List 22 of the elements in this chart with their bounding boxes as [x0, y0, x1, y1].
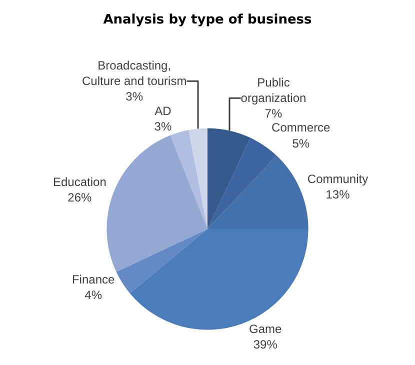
- data-label: 4%: [84, 288, 102, 302]
- pie-slice: [170, 130, 208, 229]
- data-label: 26%: [68, 190, 92, 205]
- slice-label: Education: [53, 175, 106, 190]
- data-label: 3%: [154, 119, 172, 134]
- pie-slice: [208, 128, 250, 229]
- pie-slice: [106, 135, 208, 272]
- data-label: 7%: [264, 106, 282, 121]
- slice-label: Community: [307, 172, 368, 186]
- data-label: 5%: [292, 136, 310, 150]
- data-label: 3%: [126, 90, 144, 104]
- data-label: 39%: [253, 338, 278, 352]
- slice-label: Game: [249, 322, 282, 336]
- pie-slice: [116, 229, 208, 294]
- slice-label: Commerce: [272, 120, 331, 135]
- slice-label: Public organization: [240, 76, 306, 106]
- slice-label: AD: [154, 104, 172, 118]
- data-label: 13%: [326, 187, 350, 202]
- slice-label: Finance: [72, 272, 115, 286]
- pie-slice: [188, 128, 208, 229]
- chart-title: Analysis by type of business: [103, 12, 312, 28]
- slice-label: Broadcasting, Culture and tourism: [82, 58, 187, 88]
